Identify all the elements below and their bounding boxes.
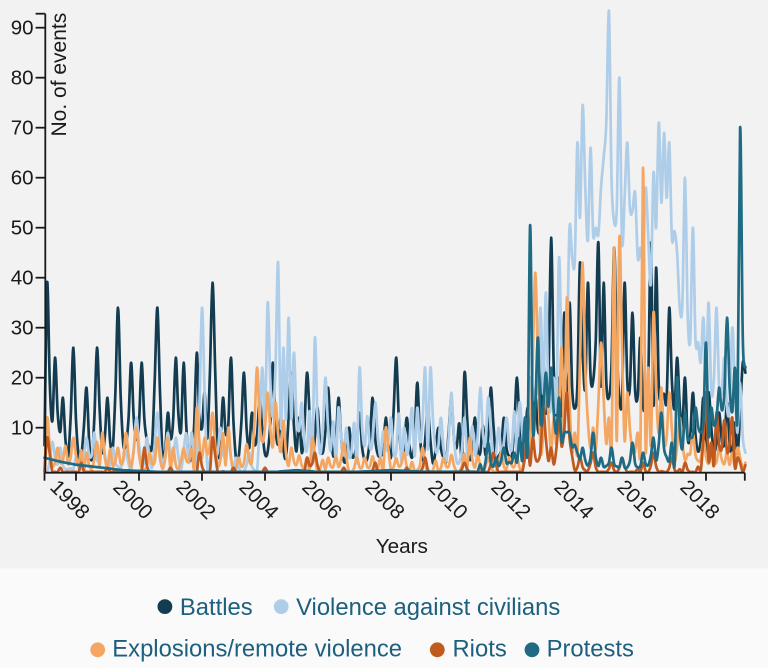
- svg-text:80: 80: [11, 67, 34, 90]
- svg-text:Explosions/remote violence: Explosions/remote violence: [112, 635, 402, 662]
- svg-text:Riots: Riots: [453, 635, 507, 662]
- svg-text:Years: Years: [376, 535, 428, 558]
- svg-text:Violence against civilians: Violence against civilians: [296, 594, 560, 621]
- svg-text:30: 30: [11, 317, 34, 340]
- svg-text:No. of events: No. of events: [48, 13, 71, 137]
- svg-text:90: 90: [11, 17, 34, 40]
- svg-text:10: 10: [11, 417, 34, 440]
- svg-text:40: 40: [11, 267, 34, 290]
- svg-text:50: 50: [11, 217, 34, 240]
- svg-text:70: 70: [11, 117, 34, 140]
- svg-text:Battles: Battles: [180, 594, 253, 621]
- svg-text:Protests: Protests: [547, 635, 634, 662]
- svg-text:60: 60: [11, 167, 34, 190]
- svg-text:20: 20: [11, 367, 34, 390]
